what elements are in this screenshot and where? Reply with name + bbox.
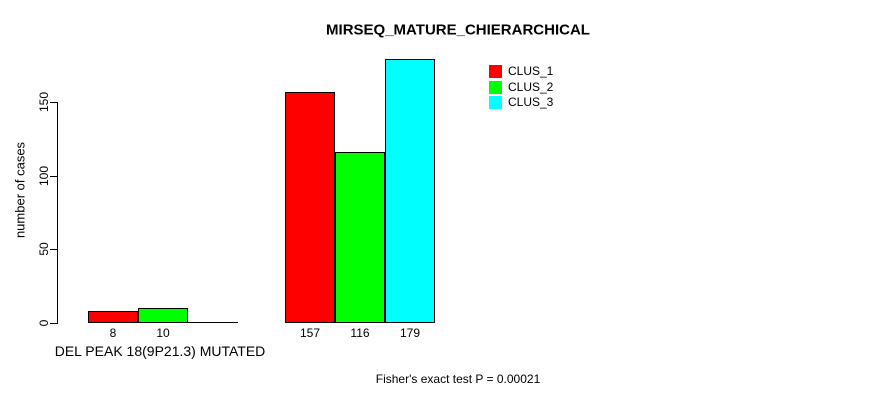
y-axis-tick-label: 100 xyxy=(37,165,51,187)
y-axis-tick-label: 150 xyxy=(37,91,51,113)
x-axis-group-label: DEL PEAK 18(9P21.3) MUTATED xyxy=(54,343,266,359)
bar-value-label: 116 xyxy=(350,326,370,340)
chart-title: MIRSEQ_MATURE_CHIERARCHICAL xyxy=(326,21,590,39)
bar-value-label: 179 xyxy=(399,326,421,340)
bar-clus_1-group1 xyxy=(88,311,138,323)
y-axis-tick-label: 0 xyxy=(37,319,51,327)
y-axis-label: number of cases xyxy=(12,141,28,239)
legend-label: CLUS_1 xyxy=(508,64,554,78)
y-axis-tick xyxy=(50,323,57,324)
legend-item-clus_2: CLUS_2 xyxy=(489,79,554,94)
bar-clus_2-group2 xyxy=(335,152,385,323)
y-axis-tick-label: 50 xyxy=(37,242,51,256)
bar-value-label: 10 xyxy=(156,326,170,340)
bar-clus_3-group1-zero xyxy=(188,322,238,323)
bar-clus_1-group2 xyxy=(285,92,335,323)
legend-label: CLUS_3 xyxy=(508,95,554,109)
y-axis-line xyxy=(57,102,58,324)
fisher-test-annotation: Fisher's exact test P = 0.00021 xyxy=(375,372,541,386)
legend-swatch-clus_1 xyxy=(489,65,502,78)
bar-clus_3-group2 xyxy=(385,59,435,323)
y-axis-tick xyxy=(50,249,57,250)
y-axis-tick xyxy=(50,102,57,103)
legend-swatch-clus_3 xyxy=(489,96,502,109)
y-axis-tick xyxy=(50,176,57,177)
bar-clus_2-group1 xyxy=(138,308,188,323)
legend-item-clus_1: CLUS_1 xyxy=(489,65,553,78)
legend-swatch-clus_2 xyxy=(489,80,502,94)
legend-item-clus_3: CLUS_3 xyxy=(489,96,553,109)
bar-value-label: 157 xyxy=(299,326,321,340)
bar-value-label: 8 xyxy=(109,326,117,340)
legend-label: CLUS_2 xyxy=(508,79,554,94)
